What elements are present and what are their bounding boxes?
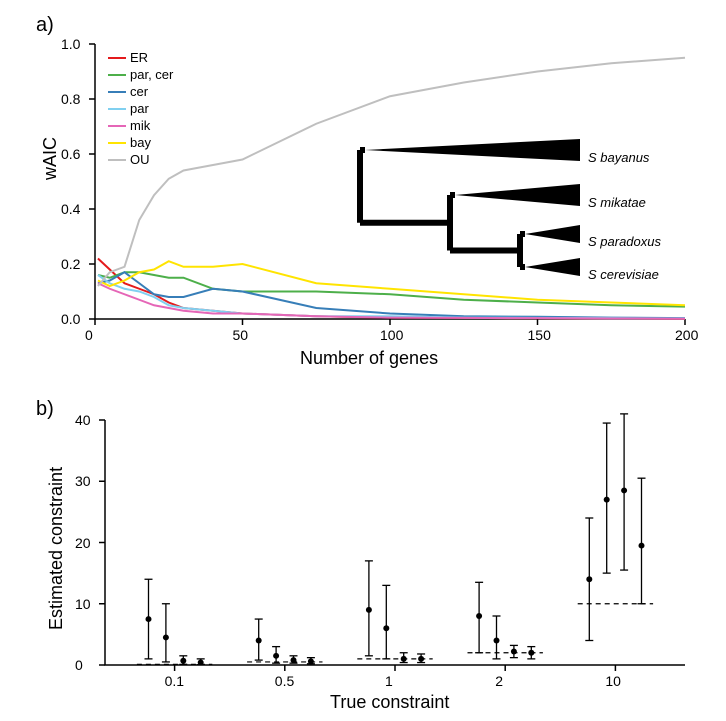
error-bar-point xyxy=(273,653,279,659)
legend-swatch xyxy=(108,159,126,161)
species-label: S cerevisiae xyxy=(588,267,659,282)
legend-item-par-cer: par, cer xyxy=(108,67,173,82)
panel-a-xtick: 150 xyxy=(528,327,551,343)
error-bar-point xyxy=(586,576,592,582)
species-label: S bayanus xyxy=(588,150,649,165)
panel-b-ytick: 20 xyxy=(75,535,91,551)
panel-b-label: b) xyxy=(36,398,54,421)
error-bar-point xyxy=(383,625,389,631)
panel-b-xtick: 0.5 xyxy=(275,673,294,689)
legend-swatch xyxy=(108,74,126,76)
panel-b-ytick: 30 xyxy=(75,473,91,489)
panel-b-plot xyxy=(105,420,685,665)
error-bar-point xyxy=(308,658,314,664)
error-bar-point xyxy=(401,656,407,662)
legend-swatch xyxy=(108,142,126,144)
legend-label: OU xyxy=(130,152,150,167)
species-label: S mikatae xyxy=(588,195,646,210)
legend-label: mik xyxy=(130,118,150,133)
panel-a-xtick: 0 xyxy=(85,327,93,343)
legend-swatch xyxy=(108,125,126,127)
legend-item-par: par xyxy=(108,101,149,116)
legend-swatch xyxy=(108,91,126,93)
error-bar-point xyxy=(528,650,534,656)
error-bar-point xyxy=(604,497,610,503)
error-bar-point xyxy=(418,656,424,662)
panel-a-ytick: 0.4 xyxy=(61,201,80,217)
panel-a-ytick: 0.0 xyxy=(61,311,80,327)
legend-item-mik: mik xyxy=(108,118,150,133)
error-bar-point xyxy=(198,660,204,666)
panel-b-xtick: 10 xyxy=(605,673,621,689)
error-bar-point xyxy=(366,607,372,613)
error-bar-point xyxy=(476,613,482,619)
error-bar-point xyxy=(146,616,152,622)
error-bar-point xyxy=(621,487,627,493)
panel-a-xtick: 50 xyxy=(233,327,249,343)
legend-item-OU: OU xyxy=(108,152,150,167)
panel-a-ylabel: wAIC xyxy=(40,137,61,180)
error-bar-point xyxy=(180,658,186,664)
legend-item-cer: cer xyxy=(108,84,148,99)
legend-label: bay xyxy=(130,135,151,150)
phylo-tree xyxy=(360,139,580,276)
legend-item-ER: ER xyxy=(108,50,148,65)
error-bar-point xyxy=(256,638,262,644)
series-line-OU xyxy=(98,58,685,286)
error-bar-point xyxy=(639,543,645,549)
error-bar-point xyxy=(494,638,500,644)
panel-b-ylabel: Estimated constraint xyxy=(46,467,67,630)
panel-b-ytick: 40 xyxy=(75,412,91,428)
panel-a-label: a) xyxy=(36,14,54,37)
error-bar-point xyxy=(163,634,169,640)
panel-a-xlabel: Number of genes xyxy=(300,348,438,369)
legend-label: par xyxy=(130,101,149,116)
panel-a-ytick: 1.0 xyxy=(61,36,80,52)
panel-b-xtick: 0.1 xyxy=(165,673,184,689)
legend-swatch xyxy=(108,57,126,59)
panel-a-xtick: 100 xyxy=(380,327,403,343)
panel-b-xtick: 1 xyxy=(385,673,393,689)
error-bar-point xyxy=(511,649,517,655)
panel-a-xtick: 200 xyxy=(675,327,698,343)
species-label: S paradoxus xyxy=(588,234,661,249)
legend-swatch xyxy=(108,108,126,110)
error-bar-point xyxy=(291,657,297,663)
panel-a-ytick: 0.8 xyxy=(61,91,80,107)
panel-a-ytick: 0.2 xyxy=(61,256,80,272)
panel-b-xtick: 2 xyxy=(495,673,503,689)
legend-item-bay: bay xyxy=(108,135,151,150)
panel-b-xlabel: True constraint xyxy=(330,692,449,713)
legend-label: ER xyxy=(130,50,148,65)
panel-b-ytick: 0 xyxy=(75,657,83,673)
legend-label: par, cer xyxy=(130,67,173,82)
panel-a-ytick: 0.6 xyxy=(61,146,80,162)
legend-label: cer xyxy=(130,84,148,99)
panel-b-ytick: 10 xyxy=(75,596,91,612)
